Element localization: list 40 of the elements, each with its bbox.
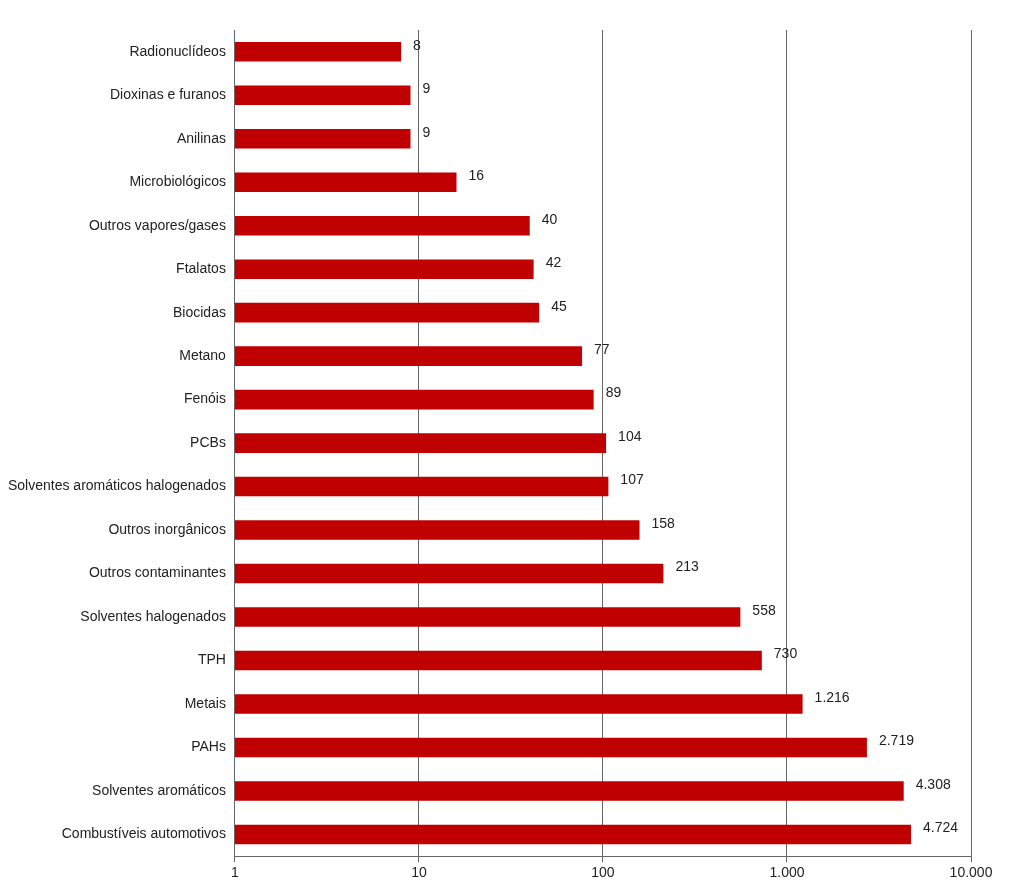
data-label: 107	[620, 471, 644, 488]
y-tick-label: Solventes halogenados	[80, 607, 226, 624]
data-label: 89	[605, 384, 622, 401]
x-tick-label: 1	[231, 864, 240, 881]
data-label: 104	[618, 427, 642, 444]
y-tick-label: Ftalatos	[176, 260, 226, 277]
y-tick-label: Solventes aromáticos	[92, 781, 226, 798]
y-tick-label: PAHs	[191, 738, 226, 755]
y-tick-label: Outros inorgânicos	[108, 520, 226, 537]
data-label: 9	[422, 123, 431, 140]
data-label: 558	[752, 601, 776, 618]
y-tick-label: Outros vapores/gases	[88, 216, 226, 233]
x-tick-label: 1.000	[769, 864, 805, 881]
data-label: 158	[651, 514, 676, 531]
x-tick-label: 10	[411, 864, 427, 881]
data-label: 45	[551, 297, 567, 314]
y-tick-label: Dioxinas e furanos	[109, 86, 226, 103]
y-tick-label: Radionuclídeos	[129, 42, 226, 59]
y-tick-label: Outros contaminantes	[88, 564, 226, 581]
data-label: 9	[422, 80, 431, 97]
y-tick-label: Microbiológicos	[129, 173, 226, 190]
y-tick-label: Metano	[179, 346, 227, 363]
data-label: 213	[675, 558, 699, 575]
data-label: 16	[468, 167, 485, 184]
y-tick-label: Fenóis	[183, 390, 226, 407]
x-tick-label: 100	[591, 864, 615, 881]
data-label: 1.216	[814, 688, 850, 705]
y-tick-label: Anilinas	[176, 129, 226, 146]
y-tick-label: Solventes aromáticos halogenados	[7, 477, 226, 494]
data-label: 40	[541, 210, 558, 227]
x-tick-label: 10.000	[949, 864, 993, 881]
y-tick-label: Biocidas	[172, 303, 226, 320]
data-label: 4.308	[915, 775, 951, 792]
y-tick-label: PCBs	[190, 433, 226, 450]
y-tick-label: Combustíveis automotivos	[61, 825, 226, 842]
y-tick-label: Metais	[184, 694, 226, 711]
y-tick-label: TPH	[197, 651, 226, 668]
data-label: 42	[545, 254, 562, 271]
data-label: 2.719	[878, 732, 915, 749]
data-label: 4.724	[923, 819, 959, 836]
